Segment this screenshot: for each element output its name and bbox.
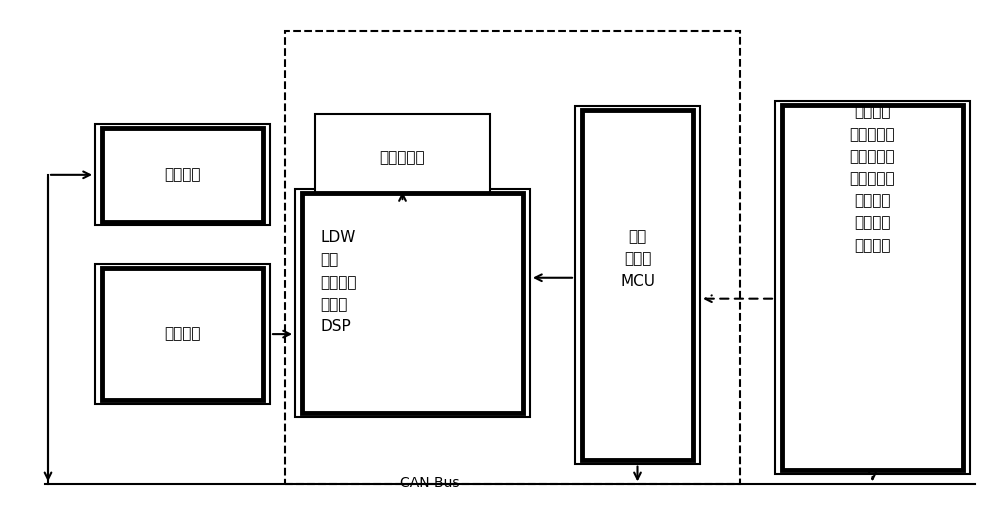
Text: 汽车电池: 汽车电池 [164,327,201,341]
Bar [575,106,700,464]
Bar [95,124,270,225]
Bar [102,128,263,222]
Bar [102,268,263,400]
Bar [285,31,740,484]
Bar [315,114,490,202]
Bar [782,105,963,470]
Text: 接口
单片机
MCU: 接口 单片机 MCU [620,229,655,289]
Text: LDW
高速
数字信号
处理器
DSP: LDW 高速 数字信号 处理器 DSP [320,231,356,334]
Text: 警告面板: 警告面板 [164,167,201,182]
Bar [95,264,270,404]
Bar [775,101,970,474]
Bar [295,189,530,417]
Bar [302,193,523,413]
Text: 前视摄像头: 前视摄像头 [380,151,425,165]
Text: 车速信号
方向盘角度
示宽灯信号
转向灯开关
雾灯信号
雨刮信号
点火信号: 车速信号 方向盘角度 示宽灯信号 转向灯开关 雾灯信号 雨刮信号 点火信号 [850,105,895,253]
Bar [582,110,693,460]
Text: CAN Bus: CAN Bus [400,476,460,490]
